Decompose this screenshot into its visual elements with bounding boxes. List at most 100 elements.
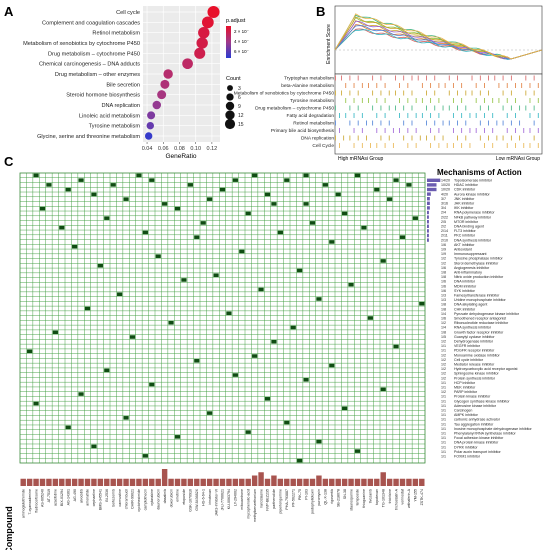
panel-c-hit-cell <box>264 397 271 401</box>
panel-b-hit-mark <box>442 135 444 141</box>
panel-b-hit-mark <box>384 143 386 148</box>
panel-c-mechanism-label: Protein synthesis inhibitor <box>454 376 496 380</box>
panel-c-compound-label: SN-38 <box>343 489 347 499</box>
panel-c-mechanism-label: DNA alkylating agent <box>454 303 487 307</box>
panel-c-mechanism-label: Uridine monophosphate inhibitor <box>454 298 507 302</box>
panel-c-mechanism-count: 2/4 <box>441 211 446 215</box>
panel-c-compound-bar <box>232 478 239 486</box>
panel-b-hit-mark <box>438 143 440 148</box>
panel-b-hit-mark <box>448 120 450 126</box>
panel-c-hit-cell <box>252 354 258 358</box>
panel-a-dot <box>207 5 220 19</box>
panel-c-compound-bar <box>187 478 194 486</box>
panel-c-mechanism-count: 1/6 <box>441 243 446 247</box>
panel-c-mechanism-bar <box>427 192 431 196</box>
panel-a-dot <box>144 132 153 140</box>
panel-c-hit-cell <box>104 216 110 220</box>
panel-b-hit-mark <box>529 83 531 88</box>
panel-c-mechanism-bar <box>427 224 429 228</box>
panel-b-hit-mark <box>479 120 481 126</box>
panel-a-dot <box>147 111 156 120</box>
panel-c-mechanism-label: Angiogenesis inhibitor <box>454 266 490 270</box>
panel-c-compound-label: parthenolide <box>272 489 276 509</box>
panel-c-compound-label: puromycin <box>317 489 321 506</box>
panel-c-compound-label: camptothecin <box>144 489 148 510</box>
panel-c-hit-cell <box>393 344 399 349</box>
panel-b-hit-mark <box>384 128 386 133</box>
panel-c-hit-cell <box>284 178 290 182</box>
panel-c-mechanism-label: carbonic anhydrase activator <box>454 418 501 422</box>
panel-b-pathway-name: Drug metabolism – cytochrome P450 <box>255 106 334 112</box>
panel-b-hit-mark <box>438 113 440 118</box>
panel-c-mechanism-count: 1/1 <box>441 427 446 431</box>
panel-c-hit-cell <box>39 206 46 211</box>
panel-c-mechanism-label: HDAC inhibitor <box>454 183 479 187</box>
panel-c-mechanism-count: 1/8 <box>441 271 446 275</box>
panel-c-compound-bar <box>194 478 200 486</box>
panel-b-hit-mark <box>399 128 400 133</box>
panel-c-hit-cell <box>342 406 348 411</box>
panel-c-hit-cell <box>194 235 200 239</box>
panel-c-grid-frame <box>19 172 426 464</box>
panel-c-mechanism-count: 1/1 <box>441 445 446 449</box>
panel-c-mechanism-count: 1/8 <box>441 307 446 311</box>
panel-c-compound-bar <box>329 478 335 486</box>
panel-c-hit-cell <box>226 311 232 316</box>
panel-c-hit-cell <box>348 282 354 287</box>
panel-c-mechanism-count: 1/6 <box>441 266 446 270</box>
panel-c-mechanism-label: CDK inhibitor <box>454 188 476 192</box>
panel-b-hit-mark <box>484 113 485 118</box>
panel-a-size-legend-label: 3 <box>238 86 241 92</box>
panel-c-mechanism-count: 1/1 <box>441 381 446 385</box>
panel-c-compound-label: methylbenzethonium <box>253 489 257 522</box>
panel-a-x-ticks: 0.04 0.06 0.08 0.10 0.12 <box>142 142 217 152</box>
panel-b-hit-mark <box>353 128 355 133</box>
panel-c-compound-label: dasatinib <box>163 489 167 503</box>
panel-c-compound-bar <box>284 478 290 486</box>
panel-b-hit-mark <box>388 120 390 126</box>
panel-a-dot <box>146 121 154 130</box>
panel-c-compound-bar <box>161 469 168 486</box>
panel-c-compound-bar <box>309 478 316 486</box>
panel-c-mechanism-count: 1/6 <box>441 317 446 321</box>
panel-b-hit-mark <box>515 113 516 118</box>
panel-c-compound-label: etoposide <box>182 489 186 505</box>
panel-b-hit-mark <box>442 120 444 126</box>
panel-b-hit-mark <box>515 128 516 133</box>
panel-a-dot <box>157 90 167 100</box>
panel-a-size-legend-dot <box>224 118 236 130</box>
panel-c-compound-bar <box>78 478 84 486</box>
panel-b-hit-mark <box>515 98 516 103</box>
panel-c-mechanism-label: DNA protein kinase inhibitor <box>454 441 499 445</box>
panel-c-mechanism-label: NFkB pathway inhibitor <box>454 215 492 219</box>
panel-b-hit-mark <box>438 83 440 88</box>
panel-b-hit-mark <box>434 120 436 126</box>
panel-b-hit-mark <box>353 83 355 88</box>
panel-c-mechanism-label: Focal adhesion kinase inhibitor <box>454 436 504 440</box>
panel-c-mechanism-count: 1/1 <box>441 455 446 459</box>
panel-b-hit-mark <box>345 83 347 88</box>
panel-c-compound-label: AG-14361 <box>66 489 70 505</box>
panel-a-x-tick-label: 0.06 <box>158 146 169 152</box>
panel-c-hit-cell <box>316 297 322 301</box>
panel-b-hit-mark <box>357 90 359 96</box>
panel-b-hit-mark <box>403 105 405 111</box>
panel-a-size-legend-dot <box>225 101 235 111</box>
panel-b-hit-mark <box>419 135 421 141</box>
panel-c-hit-cell <box>303 378 309 382</box>
panel-b-hit-mark <box>345 98 347 103</box>
panel-c-compound-label: triciribine <box>388 489 392 503</box>
panel-c-hit-cell <box>380 387 386 392</box>
panel-c-compound-bar <box>52 478 59 486</box>
panel-b-hit-mark <box>361 98 363 103</box>
panel-b-hit-mark <box>357 105 359 111</box>
panel-c-compound-labels: aminoglutethimide 7-cyanoadenine fludrocor… <box>21 488 424 522</box>
panel-c-compound-label: PIK-75 <box>298 489 302 500</box>
panel-c-mechanism-label: Protein kinase inhibitor <box>454 395 491 399</box>
panel-b-hit-mark <box>372 120 374 126</box>
panel-c-mechanism-count: 1/2 <box>441 340 446 344</box>
panel-b-hit-mark <box>475 83 477 88</box>
panel-b-hit-mark <box>506 143 508 148</box>
panel-c-compound-label: withaferin-A <box>407 488 411 508</box>
